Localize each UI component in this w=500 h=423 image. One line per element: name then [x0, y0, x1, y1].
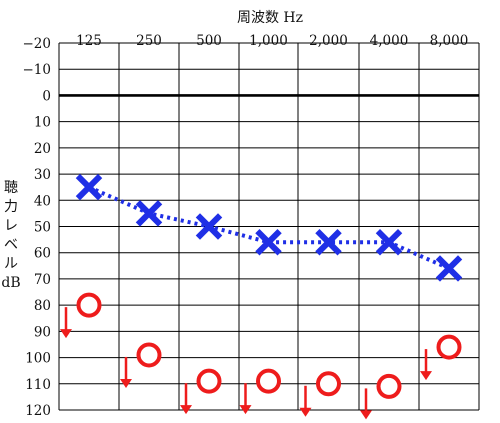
y-axis-label: 力	[4, 199, 18, 215]
data-series	[60, 173, 463, 420]
scale-out-arrow	[120, 356, 132, 388]
y-tick-label: 120	[25, 403, 51, 419]
circle-marker	[196, 368, 222, 394]
y-tick-label: 90	[34, 324, 51, 340]
cross-marker	[195, 213, 223, 240]
y-tick-label: 80	[34, 298, 51, 314]
cross-marker	[375, 228, 403, 256]
y-axis-label: dB	[1, 275, 20, 291]
x-tick-label: 125	[76, 33, 102, 49]
chart-title: 周波数 Hz	[237, 10, 303, 26]
y-tick-label: 10	[34, 115, 51, 131]
y-tick-label: 60	[34, 246, 51, 262]
grid	[58, 42, 480, 411]
y-tick-label: −20	[23, 36, 52, 52]
y-tick-label: 100	[25, 351, 51, 367]
y-axis-label: ベ	[4, 237, 18, 253]
scale-out-arrow	[299, 385, 312, 417]
y-axis-label: 聴	[4, 180, 18, 196]
scale-out-arrow	[180, 383, 192, 415]
cross-marker	[435, 255, 463, 282]
x-tick-label: 250	[136, 33, 162, 49]
y-tick-label: 70	[34, 272, 51, 288]
circle-marker	[136, 342, 162, 368]
cross-marker	[255, 228, 282, 256]
circle-marker	[376, 373, 402, 399]
y-tick-label: 0	[42, 88, 51, 104]
x-tick-label: 1,000	[249, 33, 288, 49]
y-axis-label: ル	[4, 256, 18, 272]
x-tick-label: 500	[196, 33, 222, 49]
circle-marker	[256, 368, 281, 394]
scale-out-arrow	[239, 383, 252, 415]
series-line	[88, 185, 450, 271]
circle-marker	[436, 334, 462, 360]
y-tick-label: 50	[34, 220, 51, 236]
y-tick-label: 30	[34, 167, 51, 183]
scale-out-arrow	[360, 388, 372, 420]
cross-marker	[135, 200, 163, 227]
scale-out-arrow	[60, 307, 72, 339]
y-axis-label: レ	[4, 218, 18, 234]
x-tick-label: 4,000	[370, 33, 409, 49]
axis-labels: 125 250 500 1,000 2,000 4,000 8,000 −20 −10 0 10 20…	[1, 33, 468, 419]
circle-marker	[76, 292, 102, 318]
y-tick-label: 110	[25, 377, 51, 393]
x-tick-label: 8,000	[430, 33, 469, 49]
cross-marker	[315, 228, 342, 256]
y-tick-label: −10	[23, 62, 52, 78]
circle-marker	[316, 371, 341, 397]
scale-out-arrow	[420, 349, 432, 381]
y-tick-label: 40	[34, 193, 51, 209]
y-tick-label: 20	[34, 141, 51, 157]
x-tick-label: 2,000	[309, 33, 348, 49]
cross-marker	[75, 173, 103, 201]
